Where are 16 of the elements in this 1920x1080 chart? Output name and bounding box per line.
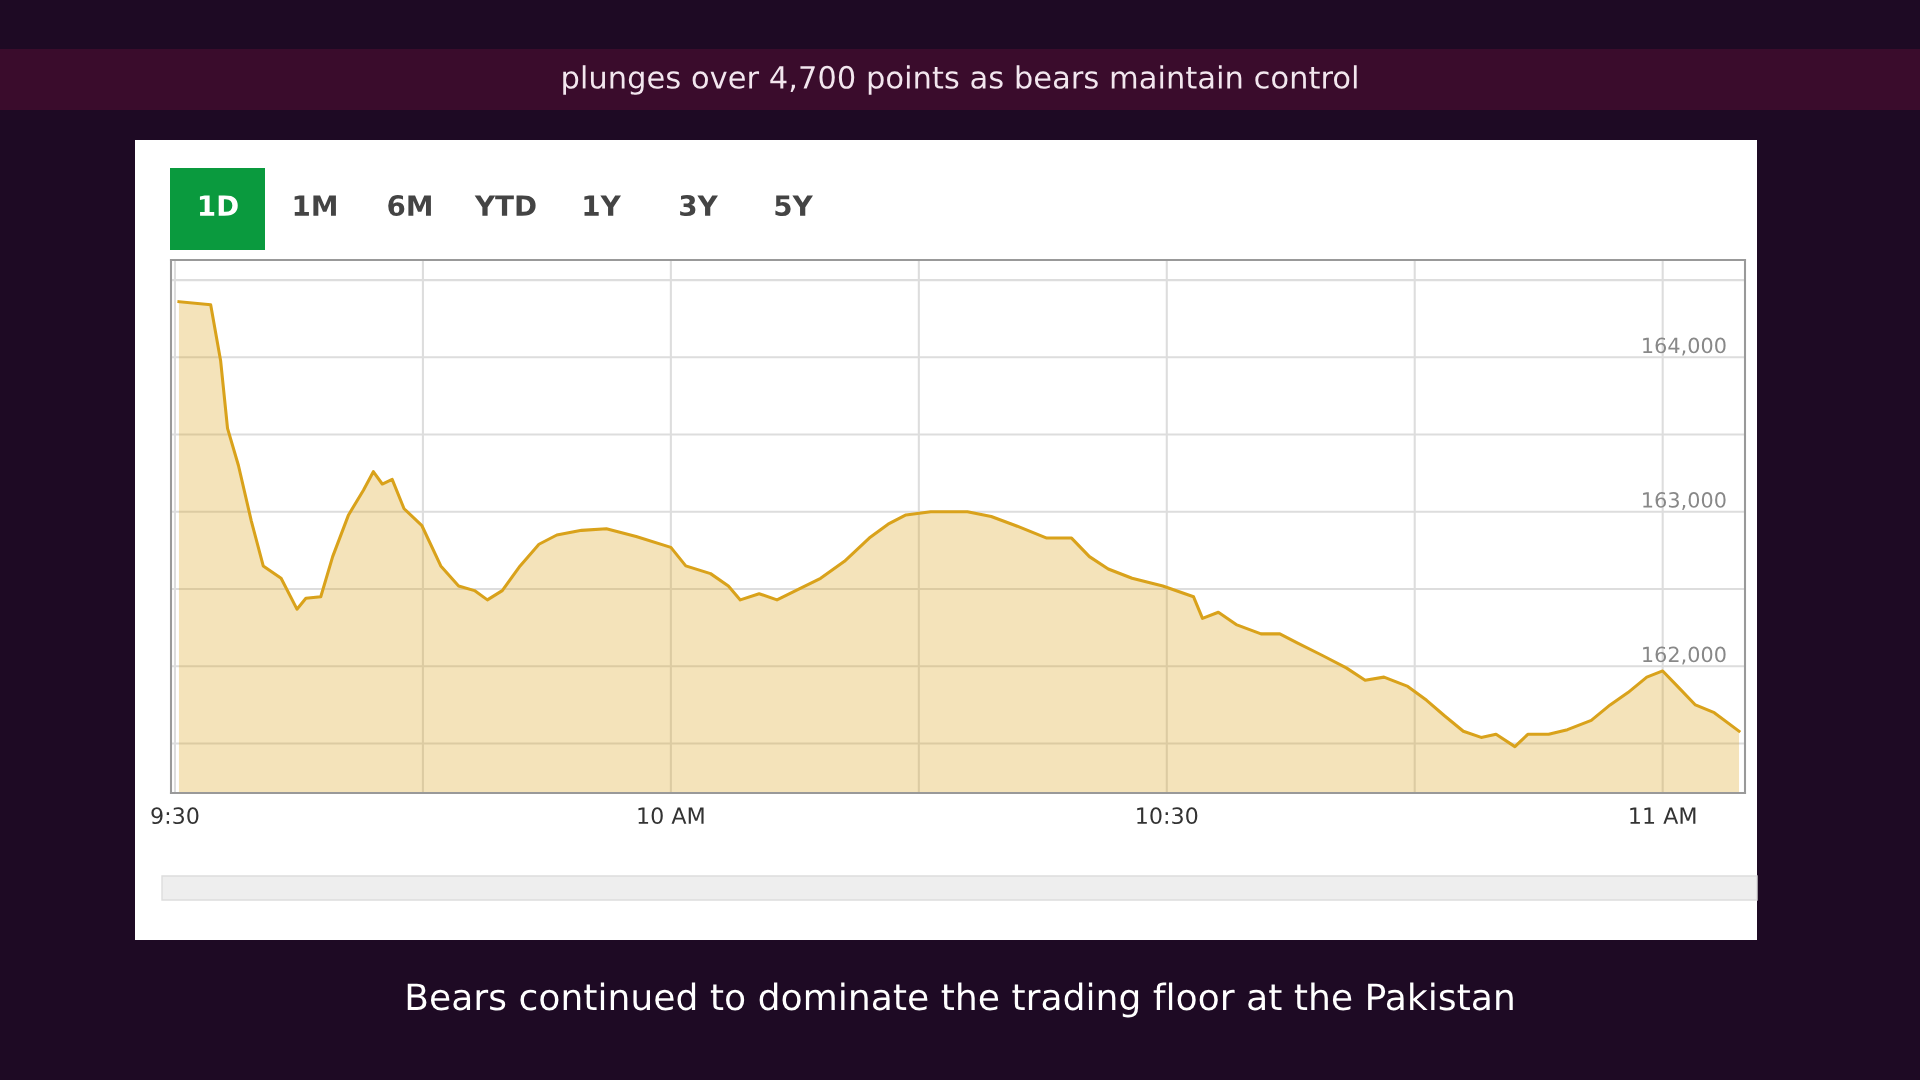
text: Bears continued to dominate the trading floor at the Pakistan — [407, 982, 1513, 1018]
x-tick-label: 11 AM — [1630, 807, 1696, 824]
y-tick-label: 163,000 — [1643, 492, 1726, 510]
text: 1M — [294, 195, 336, 216]
text: YTD — [474, 195, 536, 216]
text: 6M — [388, 195, 431, 217]
x-tick-label: 10:30 — [1137, 807, 1198, 825]
y-tick-label: 162,000 — [1643, 646, 1726, 665]
chart-title: plunges over 4,700 points as bears maintain control — [563, 65, 1357, 95]
text: 1D — [199, 195, 238, 216]
y-tick-label: 164,000 — [1643, 337, 1726, 356]
x-tick-label: 9:30 — [151, 807, 199, 825]
x-tick-label: 10 AM — [638, 807, 704, 825]
text: 3Y — [680, 195, 718, 217]
text: 5Y — [775, 195, 813, 217]
text: 1Y — [584, 195, 621, 216]
